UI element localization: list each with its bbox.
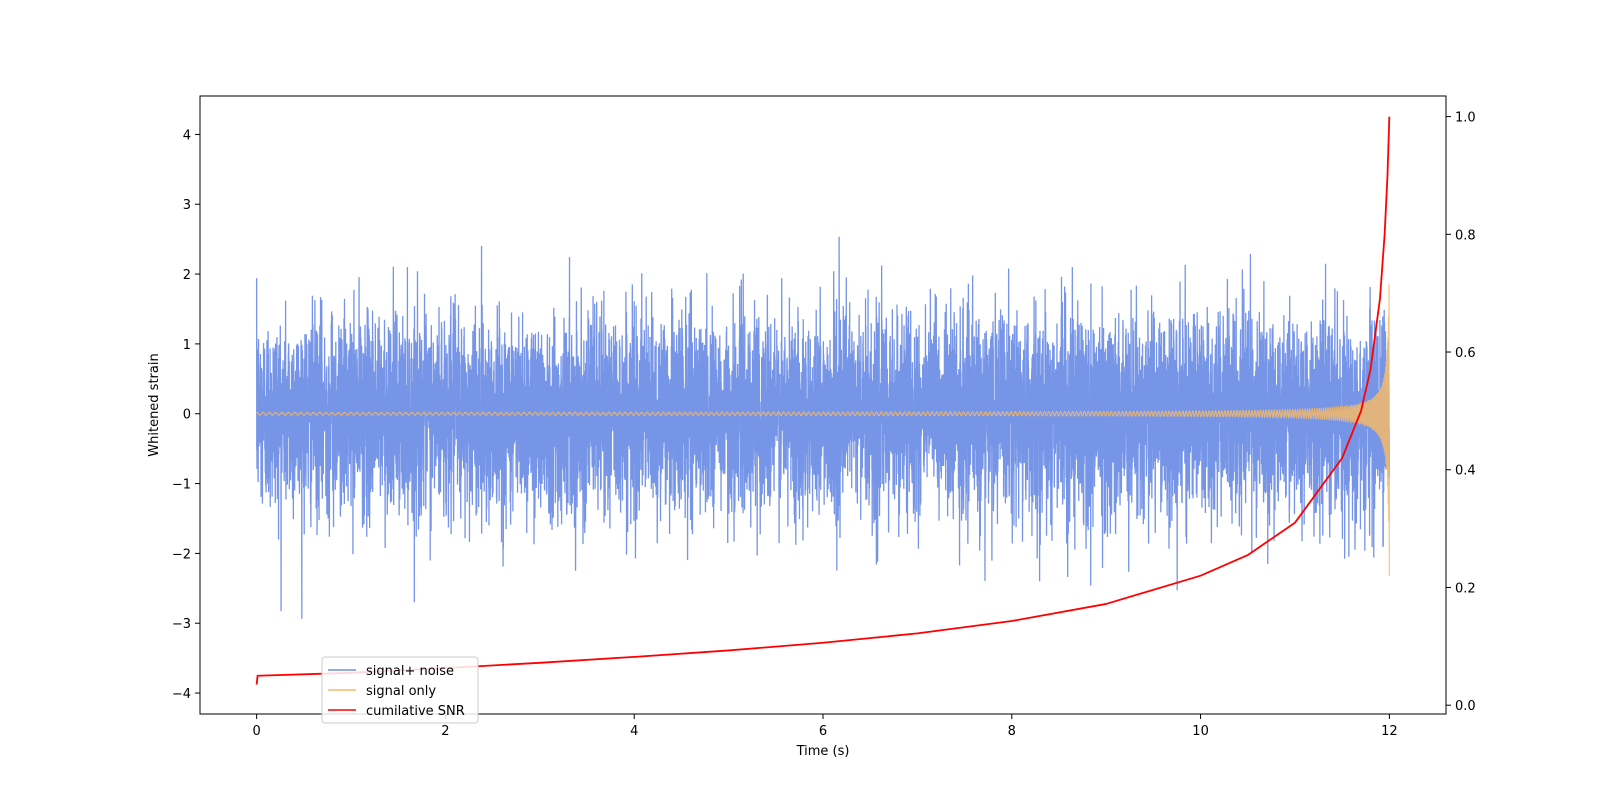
x-tick-label: 4 [630, 724, 638, 739]
y-tick-label: −2 [172, 547, 191, 562]
legend-label-cumulative-snr: cumilative SNR [366, 704, 465, 719]
x-tick-label: 0 [252, 724, 260, 739]
y2-tick-label: 0.2 [1455, 581, 1476, 596]
x-tick-label: 2 [441, 724, 449, 739]
y-tick-label: 4 [183, 128, 191, 143]
legend-box [321, 656, 479, 724]
legend-label-signal-noise: signal+ noise [366, 664, 454, 679]
y-axis-label: Whitened strain [147, 353, 162, 456]
y2-axis-ticks: 0.0 0.2 0.4 0.6 0.8 1.0 [1446, 111, 1476, 714]
y-tick-label: 0 [183, 408, 191, 423]
series-signal-noise [255, 236, 1391, 619]
x-tick-label: 8 [1008, 724, 1016, 739]
y2-tick-label: 0.0 [1455, 699, 1476, 714]
line-signal-noise [255, 236, 1391, 619]
x-tick-label: 10 [1192, 724, 1209, 739]
x-axis-label: Time (s) [796, 744, 850, 759]
y-tick-label: 3 [183, 198, 191, 213]
y-tick-label: −1 [172, 478, 191, 493]
y-tick-label: 1 [183, 338, 191, 353]
y2-tick-label: 1.0 [1455, 111, 1476, 126]
y2-tick-label: 0.8 [1455, 228, 1476, 243]
y-tick-label: −3 [172, 617, 191, 632]
x-axis-ticks: 0 2 4 6 8 10 12 [252, 714, 1398, 739]
x-tick-label: 6 [819, 724, 827, 739]
y2-tick-label: 0.6 [1455, 346, 1476, 361]
line-signal-only [256, 283, 1390, 577]
legend: signal+ noise signal only cumilative SNR [321, 656, 479, 724]
legend-label-signal-only: signal only [366, 684, 436, 699]
x-tick-label: 12 [1381, 724, 1398, 739]
y2-tick-label: 0.4 [1455, 464, 1476, 479]
y-axis-ticks: −4 −3 −2 −1 0 1 2 3 4 [172, 128, 200, 702]
series-signal-only [256, 283, 1390, 577]
y-tick-label: 2 [183, 268, 191, 283]
y-tick-label: −4 [172, 687, 191, 702]
